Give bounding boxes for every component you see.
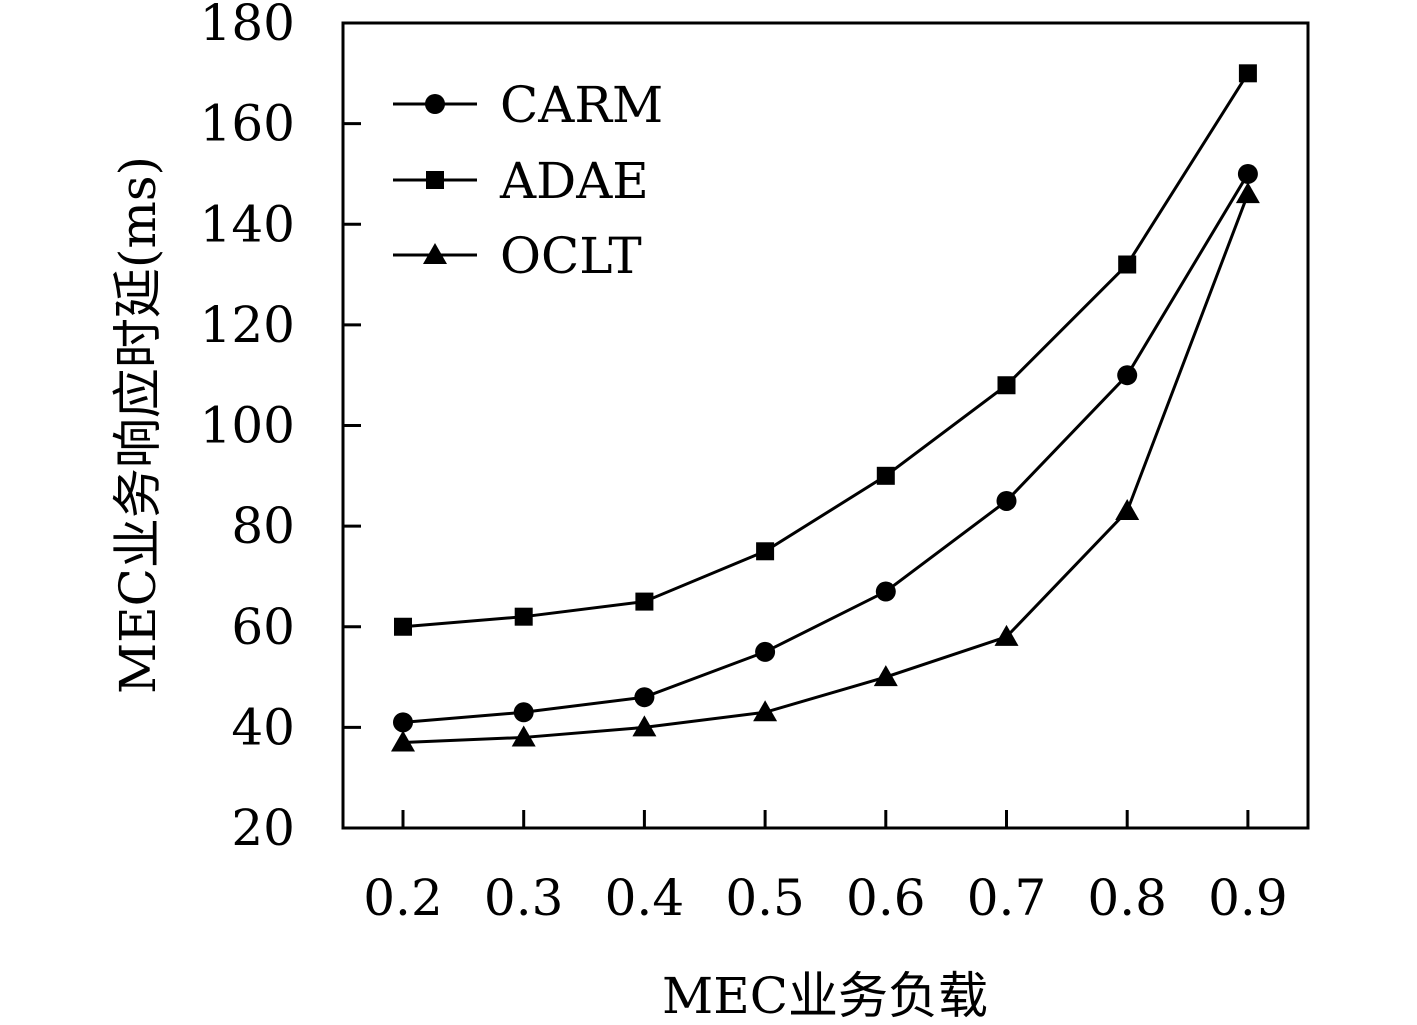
data-point-adae <box>394 617 412 636</box>
y-tick-label: 180 <box>200 0 295 52</box>
x-tick-label: 0.5 <box>725 869 805 927</box>
series-line-carm <box>402 173 1250 724</box>
series-layer <box>391 64 1260 752</box>
data-point-adae <box>635 592 654 611</box>
x-tick-label: 0.2 <box>363 869 443 927</box>
y-tick-label: 160 <box>200 95 295 153</box>
series-line-adae <box>402 72 1250 629</box>
data-point-carm <box>513 702 534 723</box>
y-axis-title: MEC业务响应时延(ms) <box>109 156 167 694</box>
x-tick-label: 0.4 <box>605 869 685 927</box>
legend-marker-adae <box>426 171 444 189</box>
legend-label-carm: CARM <box>500 76 663 134</box>
data-point-oclt <box>994 624 1019 646</box>
legend-label-oclt: OCLT <box>500 227 642 285</box>
y-tick-label: 140 <box>200 195 295 253</box>
legend-entry-adae: ADAE <box>393 152 649 210</box>
x-axis: 0.2 0.3 0.4 0.5 0.6 0.7 0.8 0.9 <box>363 810 1288 927</box>
data-point-carm <box>875 581 896 602</box>
x-tick-label: 0.7 <box>967 869 1047 927</box>
y-axis: 20 40 60 80 100 120 140 160 180 <box>200 0 361 857</box>
series-oclt <box>391 182 1260 752</box>
legend-entry-carm: CARM <box>393 76 663 134</box>
plot-frame <box>341 21 1310 830</box>
data-point-adae <box>876 466 895 485</box>
data-point-oclt <box>511 725 536 747</box>
y-tick-label: 40 <box>231 698 295 756</box>
x-axis-title: MEC业务负载 <box>662 967 988 1025</box>
data-point-oclt <box>873 665 898 687</box>
x-tick-label: 0.8 <box>1087 869 1167 927</box>
data-point-carm <box>634 687 655 708</box>
y-tick-label: 60 <box>231 598 295 656</box>
y-tick-label: 120 <box>200 296 295 354</box>
x-tick-label: 0.6 <box>846 869 926 927</box>
data-point-adae <box>756 542 775 561</box>
x-tick-label: 0.3 <box>484 869 564 927</box>
series-line-oclt <box>402 193 1250 744</box>
y-tick-label: 80 <box>231 497 295 555</box>
data-point-carm <box>1237 163 1258 184</box>
data-point-oclt <box>1115 499 1140 521</box>
data-point-carm <box>393 712 413 733</box>
series-carm <box>393 163 1258 733</box>
data-point-oclt <box>1235 182 1260 204</box>
data-point-oclt <box>753 700 778 722</box>
legend-marker-oclt <box>423 243 447 264</box>
data-point-adae <box>514 607 533 626</box>
data-point-adae <box>1118 255 1137 274</box>
data-point-adae <box>1238 64 1257 83</box>
y-tick-label: 100 <box>200 397 295 455</box>
data-point-adae <box>997 376 1016 395</box>
data-point-oclt <box>632 715 657 737</box>
y-tick-label: 20 <box>231 799 295 857</box>
legend: CARM ADAE OCLT <box>393 76 663 285</box>
legend-marker-carm <box>425 94 445 114</box>
data-point-oclt <box>391 730 415 752</box>
data-point-carm <box>1117 365 1138 386</box>
legend-entry-oclt: OCLT <box>393 227 642 285</box>
data-point-carm <box>996 490 1017 511</box>
series-adae <box>394 64 1257 636</box>
x-tick-label: 0.9 <box>1208 869 1288 927</box>
legend-label-adae: ADAE <box>499 152 649 210</box>
data-point-carm <box>755 641 776 662</box>
